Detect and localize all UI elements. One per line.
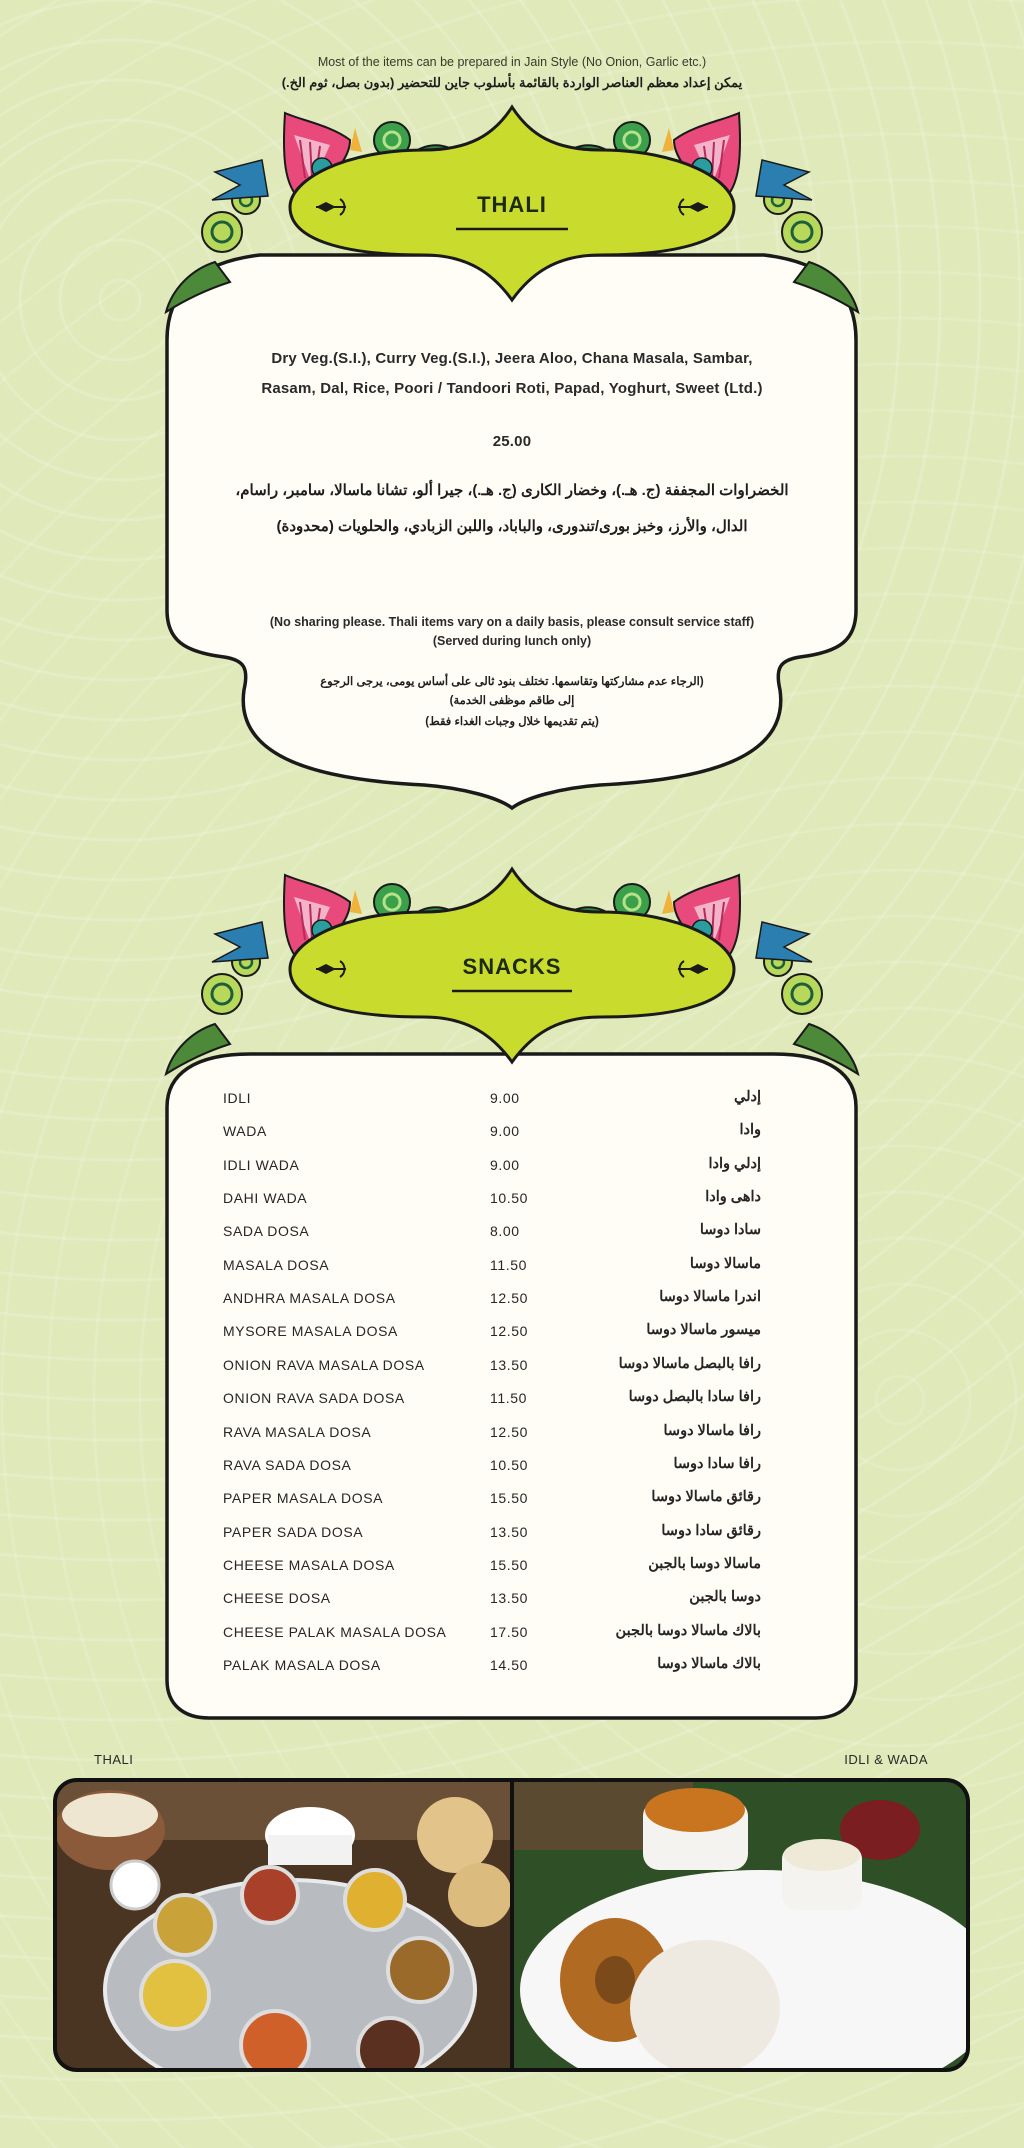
snacks-title-badge	[288, 866, 736, 1065]
menu-item-row: ONION RAVA MASALA DOSA 13.50 رافا بالبصل م…	[0, 1355, 1024, 1377]
menu-item-name: MYSORE MASALA DOSA	[223, 1323, 398, 1340]
jain-note: Most of the items can be prepared in Jai…	[317, 55, 707, 69]
menu-item-price: 13.50	[490, 1356, 529, 1373]
menu-item-name: IDLI	[223, 1090, 252, 1106]
menu-item-name: CHEESE MASALA DOSA	[223, 1556, 395, 1573]
menu-item-name: ANDHRA MASALA DOSA	[223, 1290, 396, 1307]
menu-item-price: 15.50	[490, 1556, 529, 1573]
menu-item-row: IDLI WADA 9.00 إدلي وادا	[0, 1155, 1024, 1177]
menu-item-price: 11.50	[490, 1256, 527, 1273]
jain-note-arabic: يمكن إعداد معظم العناصر الواردة بالقائمة…	[281, 75, 743, 90]
menu-item-row: MASALA DOSA 11.50 ماسالا دوسا	[0, 1255, 1024, 1277]
menu-item-name-arabic: رافا بالبصل ماسالا دوسا	[618, 1355, 761, 1372]
menu-item-name-arabic: وادا	[739, 1122, 761, 1139]
menu-item-name: PAPER SADA DOSA	[223, 1523, 364, 1540]
menu-item-price: 13.50	[490, 1590, 529, 1607]
menu-item-row: MYSORE MASALA DOSA 12.50 ميسور ماسالا دوسا	[0, 1322, 1024, 1343]
menu-item-row: ONION RAVA SADA DOSA 11.50 رافا سادا بالبص…	[0, 1389, 1024, 1410]
thali-photo	[55, 1780, 512, 2070]
menu-item-name-arabic: رافا ماسالا دوسا	[663, 1422, 762, 1439]
menu-item-row: IDLI 9.00 إدلي	[0, 1089, 1024, 1110]
menu-item-price: 9.00	[490, 1090, 520, 1106]
thali-title: THALI	[477, 192, 547, 217]
menu-item-name: RAVA SADA DOSA	[223, 1456, 352, 1473]
thali-description-line: Dry Veg.(S.I.), Curry Veg.(S.I.), Jeera …	[271, 350, 753, 367]
menu-item-name-arabic: ميسور ماسالا دوسا	[646, 1322, 761, 1339]
menu-item-name: PALAK MASALA DOSA	[223, 1656, 381, 1673]
menu-item-price: 12.50	[490, 1323, 529, 1340]
menu-item-name-arabic: رقائق ماسالا دوسا	[651, 1489, 761, 1506]
menu-item-row: PALAK MASALA DOSA 14.50 بالاك ماسالا دوسا	[0, 1655, 1024, 1677]
menu-item-name: CHEESE DOSA	[223, 1590, 331, 1607]
menu-item-name: PAPER MASALA DOSA	[223, 1490, 384, 1507]
menu-item-name: CHEESE PALAK MASALA DOSA	[223, 1623, 447, 1640]
menu-item-price: 10.50	[490, 1190, 529, 1207]
menu-item-price: 15.50	[490, 1490, 529, 1507]
menu-item-price: 11.50	[490, 1390, 527, 1407]
menu-item-row: PAPER SADA DOSA 13.50 رقائق سادا دوسا	[0, 1522, 1024, 1544]
menu-item-name: RAVA MASALA DOSA	[223, 1423, 372, 1440]
menu-item-name: ONION RAVA SADA DOSA	[223, 1390, 405, 1407]
menu-item-name-arabic: رقائق سادا دوسا	[661, 1522, 761, 1539]
thali-note-arabic: (يتم تقديمها خلال وجبات الغداء فقط)	[425, 716, 599, 728]
thali-description-line: Rasam, Dal, Rice, Poori / Tandoori Roti,…	[261, 380, 763, 397]
menu-item-name: ONION RAVA MASALA DOSA	[223, 1356, 425, 1373]
thali-note-arabic: (الرجاء عدم مشاركتها وتقاسمها. تختلف بنو…	[320, 676, 704, 688]
menu-item-name: SADA DOSA	[223, 1223, 310, 1240]
menu-item-price: 12.50	[490, 1290, 529, 1307]
thali-price: 25.00	[492, 433, 532, 450]
snacks-card	[165, 1052, 858, 1720]
menu-item-name: DAHI WADA	[223, 1190, 308, 1207]
idli-wada-photo-label: IDLI & WADA	[844, 1752, 928, 1767]
menu-item-name-arabic: إدلي وادا	[708, 1155, 761, 1172]
menu-item-name: WADA	[223, 1123, 267, 1140]
menu-item-price: 12.50	[490, 1423, 529, 1440]
menu-item-name-arabic: بالاك ماسالا دوسا بالجبن	[615, 1622, 761, 1639]
thali-photo-label: THALI	[94, 1752, 134, 1767]
menu-item-price: 10.50	[490, 1456, 529, 1473]
menu-item-name-arabic: دوسا بالجبن	[689, 1589, 761, 1606]
menu-item-name-arabic: بالاك ماسالا دوسا	[657, 1655, 761, 1672]
thali-description-arabic: الخضراوات المجففة (ج. هـ.)، وخضار الكارى…	[235, 482, 789, 499]
thali-description-arabic: الدال، والأرز، وخبز بورى/تندورى، والبابا…	[276, 518, 748, 535]
menu-item-price: 13.50	[490, 1523, 529, 1540]
menu-item-name-arabic: رافا سادا بالبصل دوسا	[628, 1389, 761, 1406]
menu-item-name-arabic: اندرا ماسالا دوسا	[659, 1289, 761, 1306]
menu-item-row: SADA DOSA 8.00 سادا دوسا	[0, 1222, 1024, 1243]
menu-item-row: PAPER MASALA DOSA 15.50 رقائق ماسالا دوسا	[0, 1489, 1024, 1510]
menu-item-name-arabic: ماسالا دوسا	[689, 1255, 761, 1272]
thali-note-arabic: إلى طاقم موظفى الخدمة)	[449, 695, 575, 707]
snacks-title: SNACKS	[462, 954, 562, 979]
menu-item-name-arabic: رافا سادا دوسا	[673, 1455, 761, 1472]
idli-wada-photo	[513, 1780, 968, 2070]
thali-note: (No sharing please. Thali items vary on …	[269, 615, 755, 629]
menu-item-name-arabic: داهى وادا	[705, 1189, 761, 1206]
menu-item-row: DAHI WADA 10.50 داهى وادا	[0, 1189, 1024, 1210]
menu-item-price: 9.00	[490, 1123, 520, 1140]
menu-item-row: RAVA MASALA DOSA 12.50 رافا ماسالا دوسا	[0, 1422, 1024, 1444]
menu-item-row: CHEESE PALAK MASALA DOSA 17.50 بالاك ماسال…	[0, 1622, 1024, 1644]
menu-item-price: 8.00	[490, 1223, 520, 1240]
menu-item-price: 9.00	[490, 1156, 520, 1173]
menu-item-name-arabic: سادا دوسا	[699, 1222, 761, 1239]
thali-title-badge	[288, 104, 736, 303]
menu-item-row: WADA 9.00 وادا	[0, 1122, 1024, 1143]
menu-item-row: CHEESE DOSA 13.50 دوسا بالجبن	[0, 1589, 1024, 1610]
menu-item-price: 14.50	[490, 1656, 529, 1673]
menu-item-row: ANDHRA MASALA DOSA 12.50 اندرا ماسالا دوسا	[0, 1289, 1024, 1310]
menu-item-price: 17.50	[490, 1623, 529, 1640]
thali-note: (Served during lunch only)	[432, 634, 592, 648]
menu-item-name-arabic: إدلي	[734, 1089, 761, 1105]
menu-item-name: IDLI WADA	[223, 1156, 300, 1173]
menu-item-name-arabic: ماسالا دوسا بالجبن	[648, 1555, 761, 1572]
menu-item-name: MASALA DOSA	[223, 1256, 330, 1273]
menu-item-row: RAVA SADA DOSA 10.50 رافا سادا دوسا	[0, 1455, 1024, 1477]
menu-item-row: CHEESE MASALA DOSA 15.50 ماسالا دوسا بالجب…	[0, 1555, 1024, 1577]
